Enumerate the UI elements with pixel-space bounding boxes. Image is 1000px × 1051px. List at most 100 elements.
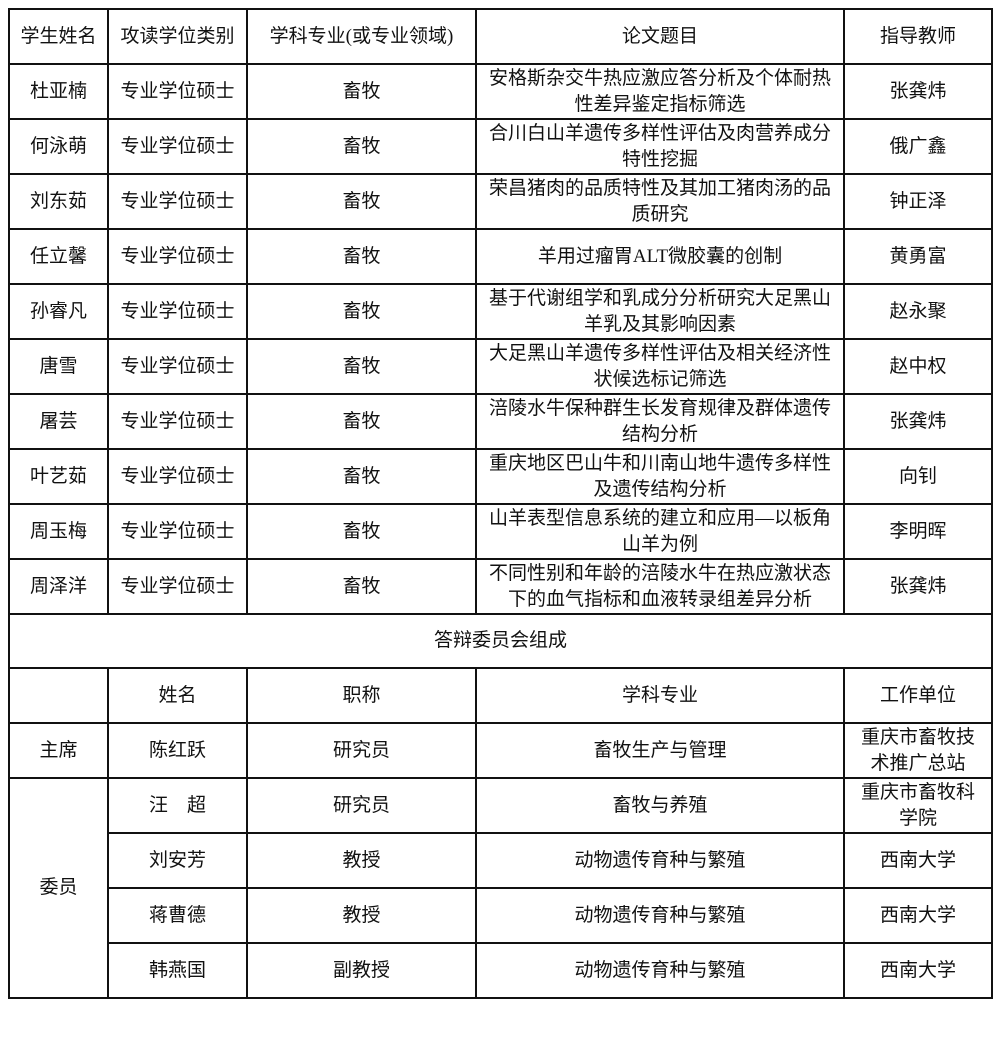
advisor: 黄勇富 [843, 228, 993, 285]
major: 畜牧 [246, 338, 477, 395]
thesis-title: 合川白山羊遗传多样性评估及肉营养成分特性挖掘 [475, 118, 845, 175]
major: 畜牧 [246, 173, 477, 230]
thesis-title: 基于代谢组学和乳成分分析研究大足黑山羊乳及其影响因素 [475, 283, 845, 340]
member-name: 汪 超 [107, 777, 248, 834]
table-row: 叶艺茹 专业学位硕士 畜牧 重庆地区巴山牛和川南山地牛遗传多样性及遗传结构分析 向钊 [8, 448, 993, 505]
student-name: 周玉梅 [8, 503, 109, 560]
header-degree-type: 攻读学位类别 [107, 8, 248, 65]
committee-section-title: 答辩委员会组成 [8, 613, 993, 669]
chair-major: 畜牧生产与管理 [475, 722, 845, 779]
degree-type: 专业学位硕士 [107, 393, 248, 450]
member-rank: 副教授 [246, 942, 477, 999]
committee-member-row: 蒋曹德 教授 动物遗传育种与繁殖 西南大学 [9, 887, 993, 944]
committee-chair-row: 主席 陈红跃 研究员 畜牧生产与管理 重庆市畜牧技术推广总站 [8, 722, 993, 779]
thesis-title: 不同性别和年龄的涪陵水牛在热应激状态下的血气指标和血液转录组差异分析 [475, 558, 845, 615]
thesis-title: 大足黑山羊遗传多样性评估及相关经济性状候选标记筛选 [475, 338, 845, 395]
thesis-defense-table: 学生姓名 攻读学位类别 学科专业(或专业领域) 论文题目 指导教师 杜亚楠 专业学… [8, 8, 993, 999]
committee-member-row: 韩燕国 副教授 动物遗传育种与繁殖 西南大学 [9, 942, 993, 999]
thesis-title: 安格斯杂交牛热应激应答分析及个体耐热性差异鉴定指标筛选 [475, 63, 845, 120]
member-major: 动物遗传育种与繁殖 [475, 942, 845, 999]
table-row: 杜亚楠 专业学位硕士 畜牧 安格斯杂交牛热应激应答分析及个体耐热性差异鉴定指标筛选 张龚… [8, 63, 993, 120]
table-row: 屠芸 专业学位硕士 畜牧 涪陵水牛保种群生长发育规律及群体遗传结构分析 张龚炜 [8, 393, 993, 450]
table-row: 周泽洋 专业学位硕士 畜牧 不同性别和年龄的涪陵水牛在热应激状态下的血气指标和血液转录… [8, 558, 993, 615]
committee-header-major: 学科专业 [475, 667, 845, 724]
thesis-title: 荣昌猪肉的品质特性及其加工猪肉汤的品质研究 [475, 173, 845, 230]
committee-header-name: 姓名 [107, 667, 248, 724]
student-header-row: 学生姓名 攻读学位类别 学科专业(或专业领域) 论文题目 指导教师 [8, 8, 993, 65]
major: 畜牧 [246, 448, 477, 505]
student-name: 杜亚楠 [8, 63, 109, 120]
advisor: 张龚炜 [843, 558, 993, 615]
committee-header-role [8, 667, 109, 724]
table-row: 任立馨 专业学位硕士 畜牧 羊用过瘤胃ALT微胶囊的创制 黄勇富 [8, 228, 993, 285]
chair-name: 陈红跃 [107, 722, 248, 779]
advisor: 赵永聚 [843, 283, 993, 340]
member-rank: 教授 [246, 832, 477, 889]
advisor: 俄广鑫 [843, 118, 993, 175]
degree-type: 专业学位硕士 [107, 338, 248, 395]
member-label: 委员 [8, 777, 109, 999]
member-unit: 西南大学 [843, 832, 993, 889]
thesis-title: 山羊表型信息系统的建立和应用—以板角山羊为例 [475, 503, 845, 560]
advisor: 张龚炜 [843, 63, 993, 120]
student-name: 屠芸 [8, 393, 109, 450]
table-row: 刘东茹 专业学位硕士 畜牧 荣昌猪肉的品质特性及其加工猪肉汤的品质研究 钟正泽 [8, 173, 993, 230]
student-name: 任立馨 [8, 228, 109, 285]
member-unit: 西南大学 [843, 942, 993, 999]
chair-unit: 重庆市畜牧技术推广总站 [843, 722, 993, 779]
member-major: 动物遗传育种与繁殖 [475, 832, 845, 889]
chair-label: 主席 [8, 722, 109, 779]
advisor: 向钊 [843, 448, 993, 505]
advisor: 赵中权 [843, 338, 993, 395]
major: 畜牧 [246, 118, 477, 175]
header-major: 学科专业(或专业领域) [246, 8, 477, 65]
committee-member-row: 刘安芳 教授 动物遗传育种与繁殖 西南大学 [9, 832, 993, 889]
committee-section-row: 答辩委员会组成 [8, 613, 993, 669]
advisor: 张龚炜 [843, 393, 993, 450]
table-row: 唐雪 专业学位硕士 畜牧 大足黑山羊遗传多样性评估及相关经济性状候选标记筛选 赵中权 [8, 338, 993, 395]
student-name: 刘东茹 [8, 173, 109, 230]
thesis-title: 重庆地区巴山牛和川南山地牛遗传多样性及遗传结构分析 [475, 448, 845, 505]
member-major: 畜牧与养殖 [475, 777, 845, 834]
student-name: 周泽洋 [8, 558, 109, 615]
member-name: 蒋曹德 [107, 887, 248, 944]
degree-type: 专业学位硕士 [107, 558, 248, 615]
chair-rank: 研究员 [246, 722, 477, 779]
committee-header-rank: 职称 [246, 667, 477, 724]
advisor: 钟正泽 [843, 173, 993, 230]
committee-member-row: 委员汪 超研究员 畜牧与养殖 重庆市畜牧科学院 [8, 777, 993, 999]
student-name: 叶艺茹 [8, 448, 109, 505]
thesis-title: 羊用过瘤胃ALT微胶囊的创制 [475, 228, 845, 285]
header-advisor: 指导教师 [843, 8, 993, 65]
student-name: 孙睿凡 [8, 283, 109, 340]
member-unit: 重庆市畜牧科学院 [843, 777, 993, 834]
member-name: 刘安芳 [107, 832, 248, 889]
member-unit: 西南大学 [843, 887, 993, 944]
member-rank: 研究员 [246, 777, 477, 834]
degree-type: 专业学位硕士 [107, 173, 248, 230]
table-row: 何泳萌 专业学位硕士 畜牧 合川白山羊遗传多样性评估及肉营养成分特性挖掘 俄广鑫 [8, 118, 993, 175]
thesis-title: 涪陵水牛保种群生长发育规律及群体遗传结构分析 [475, 393, 845, 450]
committee-header-unit: 工作单位 [843, 667, 993, 724]
major: 畜牧 [246, 63, 477, 120]
student-name: 唐雪 [8, 338, 109, 395]
major: 畜牧 [246, 503, 477, 560]
header-thesis-title: 论文题目 [475, 8, 845, 65]
degree-type: 专业学位硕士 [107, 448, 248, 505]
degree-type: 专业学位硕士 [107, 503, 248, 560]
table-row: 孙睿凡 专业学位硕士 畜牧 基于代谢组学和乳成分分析研究大足黑山羊乳及其影响因素 赵永聚 [8, 283, 993, 340]
advisor: 李明晖 [843, 503, 993, 560]
major: 畜牧 [246, 393, 477, 450]
table-body: 学生姓名 攻读学位类别 学科专业(或专业领域) 论文题目 指导教师 杜亚楠 专业学… [8, 8, 993, 999]
degree-type: 专业学位硕士 [107, 118, 248, 175]
member-name: 韩燕国 [107, 942, 248, 999]
student-name: 何泳萌 [8, 118, 109, 175]
committee-header-row: 姓名 职称 学科专业 工作单位 [8, 667, 993, 724]
degree-type: 专业学位硕士 [107, 63, 248, 120]
header-student-name: 学生姓名 [8, 8, 109, 65]
major: 畜牧 [246, 558, 477, 615]
major: 畜牧 [246, 283, 477, 340]
table-row: 周玉梅 专业学位硕士 畜牧 山羊表型信息系统的建立和应用—以板角山羊为例 李明晖 [8, 503, 993, 560]
degree-type: 专业学位硕士 [107, 283, 248, 340]
major: 畜牧 [246, 228, 477, 285]
